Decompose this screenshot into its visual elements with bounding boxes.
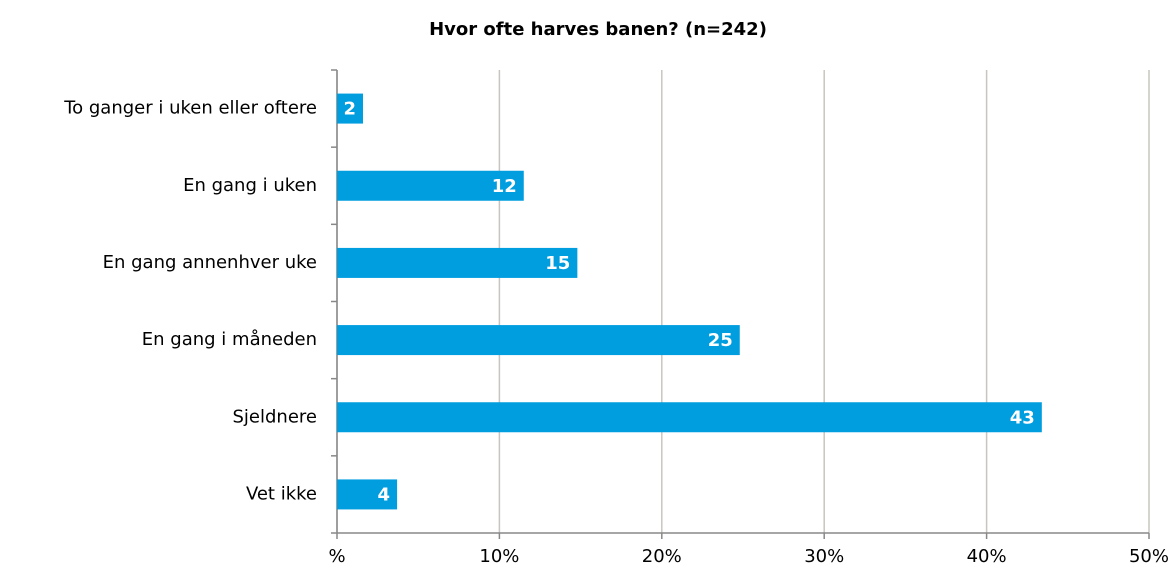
data-label: 43 (1010, 407, 1035, 428)
bar (337, 93, 363, 124)
bar (337, 325, 740, 356)
y-tick-label: Vet ikke (246, 483, 317, 504)
bar (337, 247, 578, 278)
x-tick-label: 10% (479, 546, 519, 567)
bar (337, 402, 1042, 433)
y-tick-label: To ganger i uken eller oftere (63, 98, 317, 119)
x-tick-label: 40% (967, 546, 1007, 567)
data-label: 12 (492, 176, 517, 197)
data-label: 25 (708, 330, 733, 351)
y-tick-label: En gang i uken (183, 175, 317, 196)
data-label: 4 (378, 484, 391, 505)
y-tick-label: En gang i måneden (142, 329, 317, 350)
x-tick-label: % (328, 546, 345, 567)
bar (337, 170, 524, 201)
x-tick-label: 20% (642, 546, 682, 567)
x-tick-label: 50% (1129, 546, 1169, 567)
y-tick-label: Sjeldnere (233, 406, 318, 427)
x-tick-label: 30% (804, 546, 844, 567)
data-label: 2 (343, 99, 356, 120)
data-label: 15 (545, 253, 570, 274)
chart-title: Hvor ofte harves banen? (n=242) (429, 19, 767, 40)
bar (337, 479, 398, 510)
y-tick-label: En gang annenhver uke (103, 252, 317, 273)
